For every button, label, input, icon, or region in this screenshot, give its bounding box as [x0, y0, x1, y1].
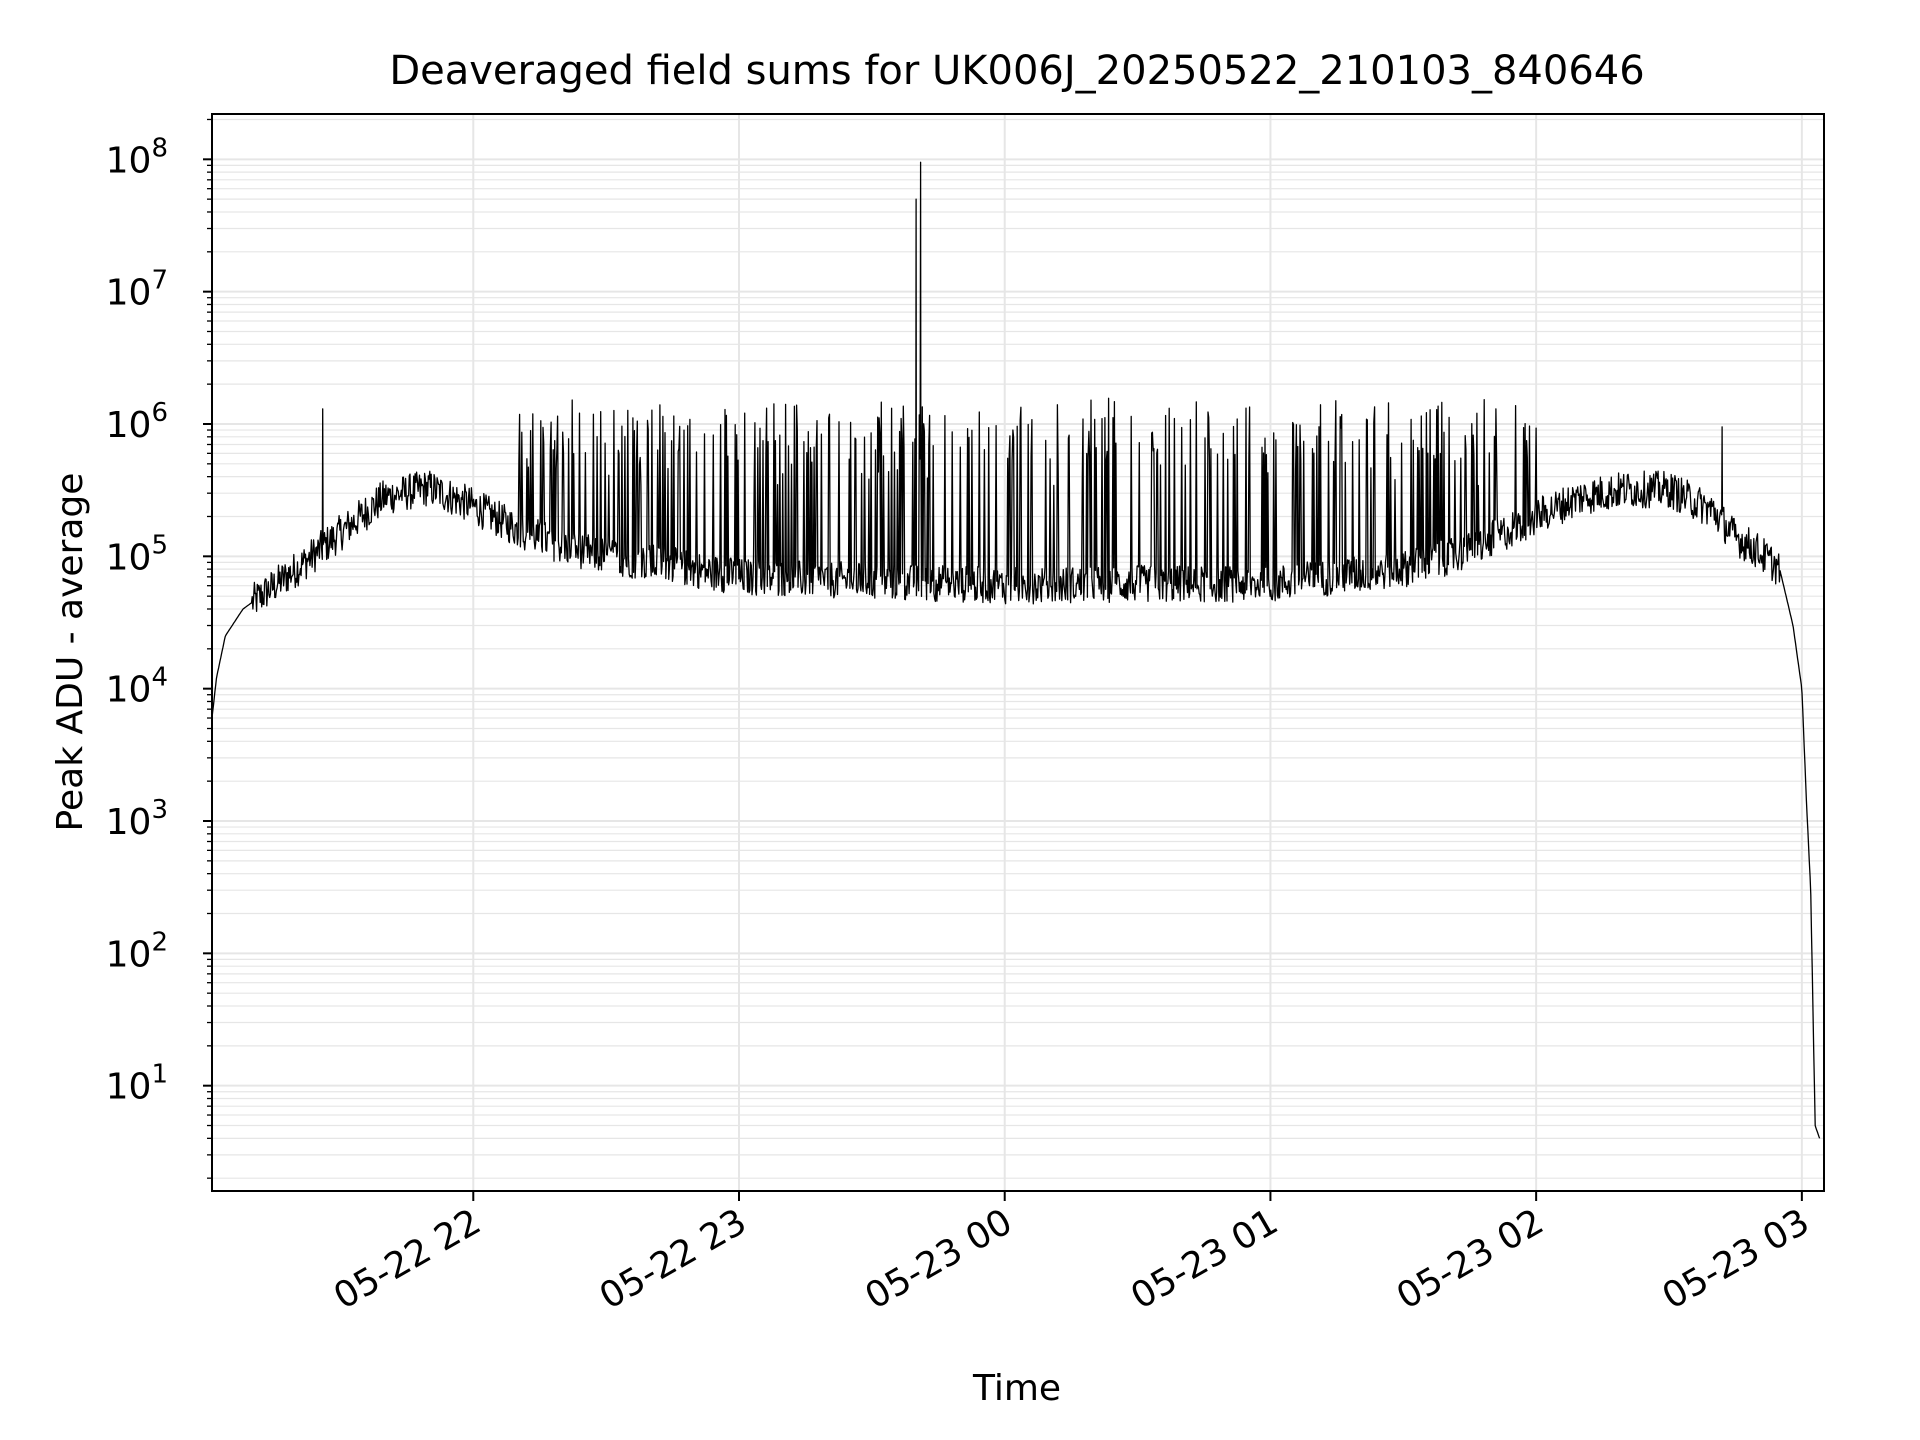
series-line	[211, 161, 1821, 1139]
y-axis-label: Peak ADU - average	[50, 473, 91, 832]
y-tick-label: 103	[106, 795, 168, 843]
y-tick-label: 104	[106, 663, 168, 711]
chart-title: Deaveraged field sums for UK006J_2025052…	[389, 48, 1644, 94]
plot-frame	[211, 113, 1825, 1192]
y-tick-label: 101	[106, 1060, 168, 1108]
data-series	[211, 161, 1821, 1139]
y-tick-label: 105	[106, 530, 168, 578]
x-axis-label: Time	[972, 1368, 1061, 1409]
y-tick-label: 106	[106, 398, 168, 446]
grid	[212, 114, 1824, 1191]
y-tick-label: 108	[106, 133, 168, 181]
y-tick-label: 107	[106, 266, 168, 314]
y-tick-label: 102	[106, 927, 168, 975]
